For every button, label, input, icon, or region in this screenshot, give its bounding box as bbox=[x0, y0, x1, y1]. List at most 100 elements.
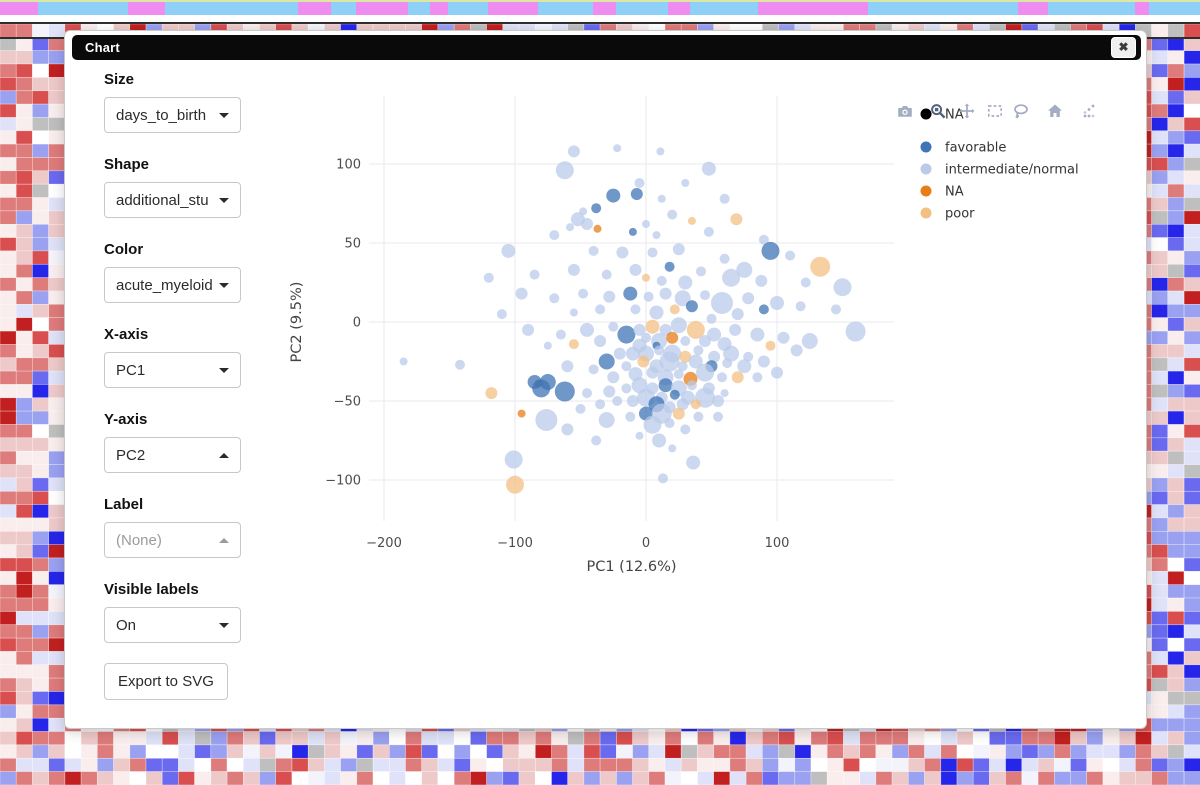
data-point[interactable] bbox=[608, 321, 619, 332]
data-point[interactable] bbox=[603, 290, 616, 303]
data-point[interactable] bbox=[686, 380, 697, 391]
data-point[interactable] bbox=[613, 347, 626, 360]
data-point[interactable] bbox=[582, 388, 592, 399]
data-point[interactable] bbox=[656, 275, 667, 286]
data-point[interactable] bbox=[634, 178, 645, 188]
data-point[interactable] bbox=[722, 268, 741, 287]
data-point[interactable] bbox=[616, 246, 629, 259]
modal-titlebar[interactable]: Chart ✖ bbox=[72, 35, 1141, 60]
data-point[interactable] bbox=[833, 278, 852, 297]
data-point[interactable] bbox=[707, 327, 722, 342]
data-point[interactable] bbox=[591, 435, 602, 446]
data-point[interactable] bbox=[674, 290, 691, 307]
data-point[interactable] bbox=[522, 323, 535, 336]
data-point[interactable] bbox=[737, 359, 752, 374]
data-point[interactable] bbox=[483, 272, 494, 283]
data-point[interactable] bbox=[630, 304, 641, 315]
plotly-logo-icon[interactable] bbox=[1083, 104, 1095, 118]
data-point[interactable] bbox=[765, 340, 776, 351]
data-point[interactable] bbox=[591, 203, 602, 214]
data-point[interactable] bbox=[711, 292, 733, 314]
data-point[interactable] bbox=[629, 263, 642, 276]
data-point[interactable] bbox=[672, 407, 685, 420]
data-point[interactable] bbox=[568, 339, 579, 350]
data-point[interactable] bbox=[643, 291, 654, 302]
x-axis-dropdown[interactable]: PC1 bbox=[104, 352, 241, 388]
data-point[interactable] bbox=[567, 145, 580, 158]
data-point[interactable] bbox=[690, 399, 701, 410]
data-point[interactable] bbox=[743, 351, 754, 362]
data-point[interactable] bbox=[549, 230, 560, 241]
data-point[interactable] bbox=[801, 333, 818, 349]
data-point[interactable] bbox=[455, 359, 465, 370]
visible-labels-dropdown[interactable]: On bbox=[104, 607, 241, 643]
data-point[interactable] bbox=[703, 226, 714, 237]
data-point[interactable] bbox=[567, 263, 580, 276]
data-point[interactable] bbox=[554, 381, 575, 402]
data-point[interactable] bbox=[647, 247, 658, 258]
data-point[interactable] bbox=[723, 345, 740, 362]
data-point[interactable] bbox=[677, 361, 688, 372]
data-point[interactable] bbox=[630, 188, 643, 200]
data-point[interactable] bbox=[598, 412, 615, 428]
data-point[interactable] bbox=[613, 144, 622, 153]
shape-dropdown[interactable]: additional_stu bbox=[104, 182, 241, 218]
data-point[interactable] bbox=[752, 372, 763, 383]
data-point[interactable] bbox=[686, 320, 705, 339]
data-point[interactable] bbox=[712, 395, 724, 407]
data-point[interactable] bbox=[664, 261, 675, 272]
data-point[interactable] bbox=[736, 261, 753, 278]
data-point[interactable] bbox=[580, 322, 594, 337]
data-point[interactable] bbox=[549, 293, 560, 304]
legend-item-na[interactable]: NA bbox=[920, 185, 964, 200]
data-point[interactable] bbox=[485, 387, 498, 400]
data-point[interactable] bbox=[657, 194, 666, 203]
zoom-icon[interactable] bbox=[931, 104, 946, 119]
data-point[interactable] bbox=[785, 250, 796, 261]
data-point[interactable] bbox=[845, 321, 866, 342]
data-point[interactable] bbox=[588, 364, 599, 375]
data-point[interactable] bbox=[566, 223, 574, 232]
data-point[interactable] bbox=[731, 371, 744, 384]
data-point[interactable] bbox=[810, 256, 831, 277]
data-point[interactable] bbox=[719, 193, 730, 204]
data-point[interactable] bbox=[672, 243, 685, 256]
home-icon[interactable] bbox=[1048, 104, 1062, 118]
data-point[interactable] bbox=[719, 253, 730, 264]
data-point[interactable] bbox=[555, 329, 566, 340]
data-point[interactable] bbox=[713, 411, 723, 422]
data-point[interactable] bbox=[561, 360, 574, 373]
data-point[interactable] bbox=[561, 423, 574, 436]
data-point[interactable] bbox=[623, 286, 638, 301]
data-point[interactable] bbox=[628, 227, 637, 236]
data-point[interactable] bbox=[646, 366, 659, 379]
data-point[interactable] bbox=[722, 358, 733, 369]
export-svg-button[interactable]: Export to SVG bbox=[104, 663, 228, 700]
data-point[interactable] bbox=[588, 245, 599, 256]
data-point[interactable] bbox=[666, 331, 679, 344]
data-point[interactable] bbox=[617, 325, 636, 344]
data-point[interactable] bbox=[578, 288, 589, 299]
data-point[interactable] bbox=[654, 345, 665, 356]
data-point[interactable] bbox=[831, 304, 841, 315]
data-point[interactable] bbox=[504, 450, 523, 469]
data-point[interactable] bbox=[731, 308, 744, 321]
data-point[interactable] bbox=[621, 383, 632, 394]
data-point[interactable] bbox=[659, 351, 680, 372]
data-point[interactable] bbox=[532, 379, 551, 398]
y-axis-dropdown[interactable]: PC2 bbox=[104, 437, 241, 473]
data-point[interactable] bbox=[637, 355, 650, 368]
data-point[interactable] bbox=[679, 350, 692, 363]
data-point[interactable] bbox=[575, 403, 586, 414]
data-point[interactable] bbox=[681, 179, 690, 187]
data-point[interactable] bbox=[652, 231, 661, 240]
data-point[interactable] bbox=[669, 304, 680, 315]
data-point[interactable] bbox=[688, 354, 703, 369]
data-point[interactable] bbox=[777, 331, 790, 344]
data-point[interactable] bbox=[696, 363, 714, 382]
data-point[interactable] bbox=[790, 344, 803, 357]
data-point[interactable] bbox=[680, 424, 691, 435]
legend-item-favorable[interactable]: favorable bbox=[920, 141, 1007, 156]
data-point[interactable] bbox=[501, 243, 516, 258]
data-point[interactable] bbox=[668, 444, 677, 453]
